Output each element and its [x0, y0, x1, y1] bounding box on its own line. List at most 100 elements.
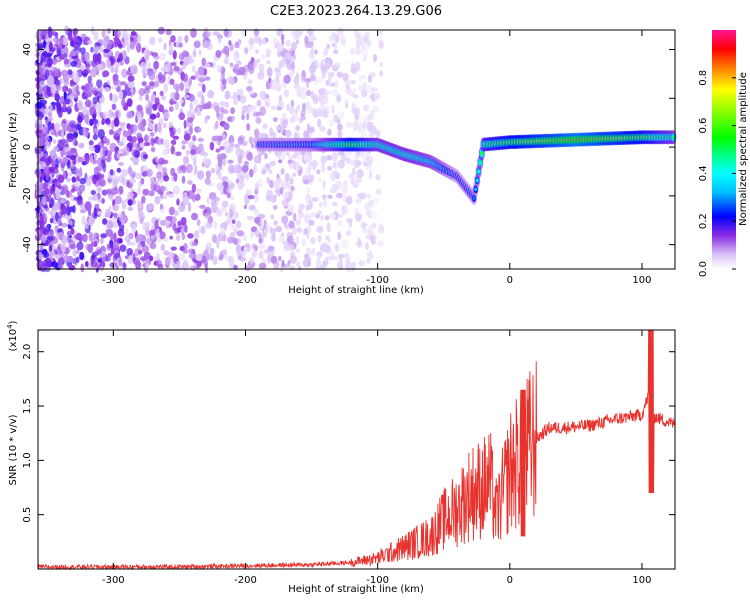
noise-speck [153, 60, 160, 70]
colorbar: 0.0 0.2 0.4 0.6 0.8 Normalized spectral ampl… [698, 30, 749, 277]
noise-speck [247, 79, 253, 85]
noise-speck [99, 260, 106, 269]
noise-speck [230, 196, 235, 201]
noise-speck [248, 204, 256, 211]
noise-speck [127, 75, 135, 82]
ridge-core [472, 196, 476, 201]
noise-speck [354, 114, 359, 121]
noise-speck [135, 260, 142, 270]
noise-speck [96, 45, 102, 54]
noise-speck [322, 179, 326, 190]
ridge-core [478, 160, 482, 165]
noise-speck [366, 258, 371, 264]
spectrogram-ylabel: Frequency (Hz) [8, 112, 19, 188]
noise-speck [83, 114, 90, 123]
noise-speck [178, 42, 183, 48]
noise-speck [336, 71, 344, 78]
noise-speck [355, 198, 362, 204]
snr-plot [37, 329, 676, 571]
noise-speck [119, 244, 127, 252]
noise-speck [254, 128, 260, 137]
snr-scale-close: ) [8, 320, 19, 324]
noise-speck [97, 59, 102, 65]
noise-speck [360, 222, 368, 227]
noise-speck [57, 218, 62, 226]
noise-speck [93, 166, 100, 176]
noise-speck [66, 177, 71, 182]
noise-speck [72, 70, 79, 80]
noise-speck [155, 179, 160, 186]
noise-speck [236, 145, 241, 154]
noise-speck [81, 106, 88, 115]
noise-speck [127, 127, 133, 137]
noise-speck [369, 234, 376, 242]
noise-speck [168, 193, 175, 198]
noise-speck [127, 206, 134, 211]
noise-speck [212, 31, 220, 36]
x-tick-label: 0 [507, 275, 513, 286]
noise-speck [368, 249, 373, 259]
noise-speck [37, 243, 45, 251]
noise-speck [246, 123, 251, 131]
noise-speck [270, 214, 275, 220]
x-tick-label: -200 [234, 575, 257, 586]
noise-speck [249, 37, 253, 43]
noise-speck [258, 262, 267, 270]
noise-speck [118, 161, 124, 166]
noise-speck [371, 222, 377, 229]
noise-speck [362, 50, 369, 58]
noise-speck [113, 130, 121, 137]
noise-speck [38, 93, 43, 98]
noise-speck [45, 173, 50, 181]
noise-speck [162, 237, 169, 242]
noise-speck [117, 149, 124, 154]
noise-speck [287, 155, 294, 160]
noise-speck [251, 142, 255, 149]
noise-speck [123, 33, 130, 38]
colorbar-label: Normalized spectral amplitude [738, 72, 749, 226]
noise-speck [246, 215, 254, 221]
noise-speck [97, 129, 105, 139]
noise-speck [379, 29, 383, 36]
spectrogram-xlabel: Height of straight line (km) [288, 285, 424, 296]
noise-speck [156, 174, 163, 179]
noise-speck [221, 158, 227, 167]
noise-speck [231, 257, 235, 265]
noise-speck [46, 209, 53, 214]
noise-speck [341, 239, 349, 250]
noise-speck [223, 28, 229, 38]
noise-speck [109, 129, 114, 136]
noise-speck [295, 218, 301, 226]
noise-speck [355, 160, 362, 166]
noise-speck [169, 235, 173, 240]
noise-speck [77, 115, 83, 123]
noise-speck [119, 238, 123, 244]
noise-speck [253, 216, 261, 224]
noise-speck [225, 211, 229, 217]
noise-speck [269, 226, 273, 234]
noise-speck [77, 101, 84, 111]
noise-speck [332, 161, 337, 169]
noise-speck [291, 31, 295, 37]
noise-speck [275, 125, 280, 131]
noise-speck [244, 264, 251, 272]
noise-speck [331, 256, 338, 261]
noise-speck [55, 211, 59, 222]
noise-speck [184, 35, 189, 43]
noise-speck [358, 122, 363, 128]
noise-speck [76, 241, 84, 251]
noise-speck [246, 85, 253, 92]
noise-speck [109, 243, 114, 249]
noise-speck [54, 79, 61, 86]
noise-speck [267, 245, 275, 251]
noise-speck [197, 137, 204, 142]
noise-speck [154, 219, 159, 230]
noise-speck [215, 120, 219, 129]
noise-speck [215, 111, 220, 118]
noise-speck [204, 63, 211, 68]
noise-speck [306, 204, 310, 211]
noise-speck [219, 230, 226, 237]
noise-speck [112, 180, 118, 190]
noise-speck [362, 149, 368, 159]
noise-speck [181, 145, 186, 150]
